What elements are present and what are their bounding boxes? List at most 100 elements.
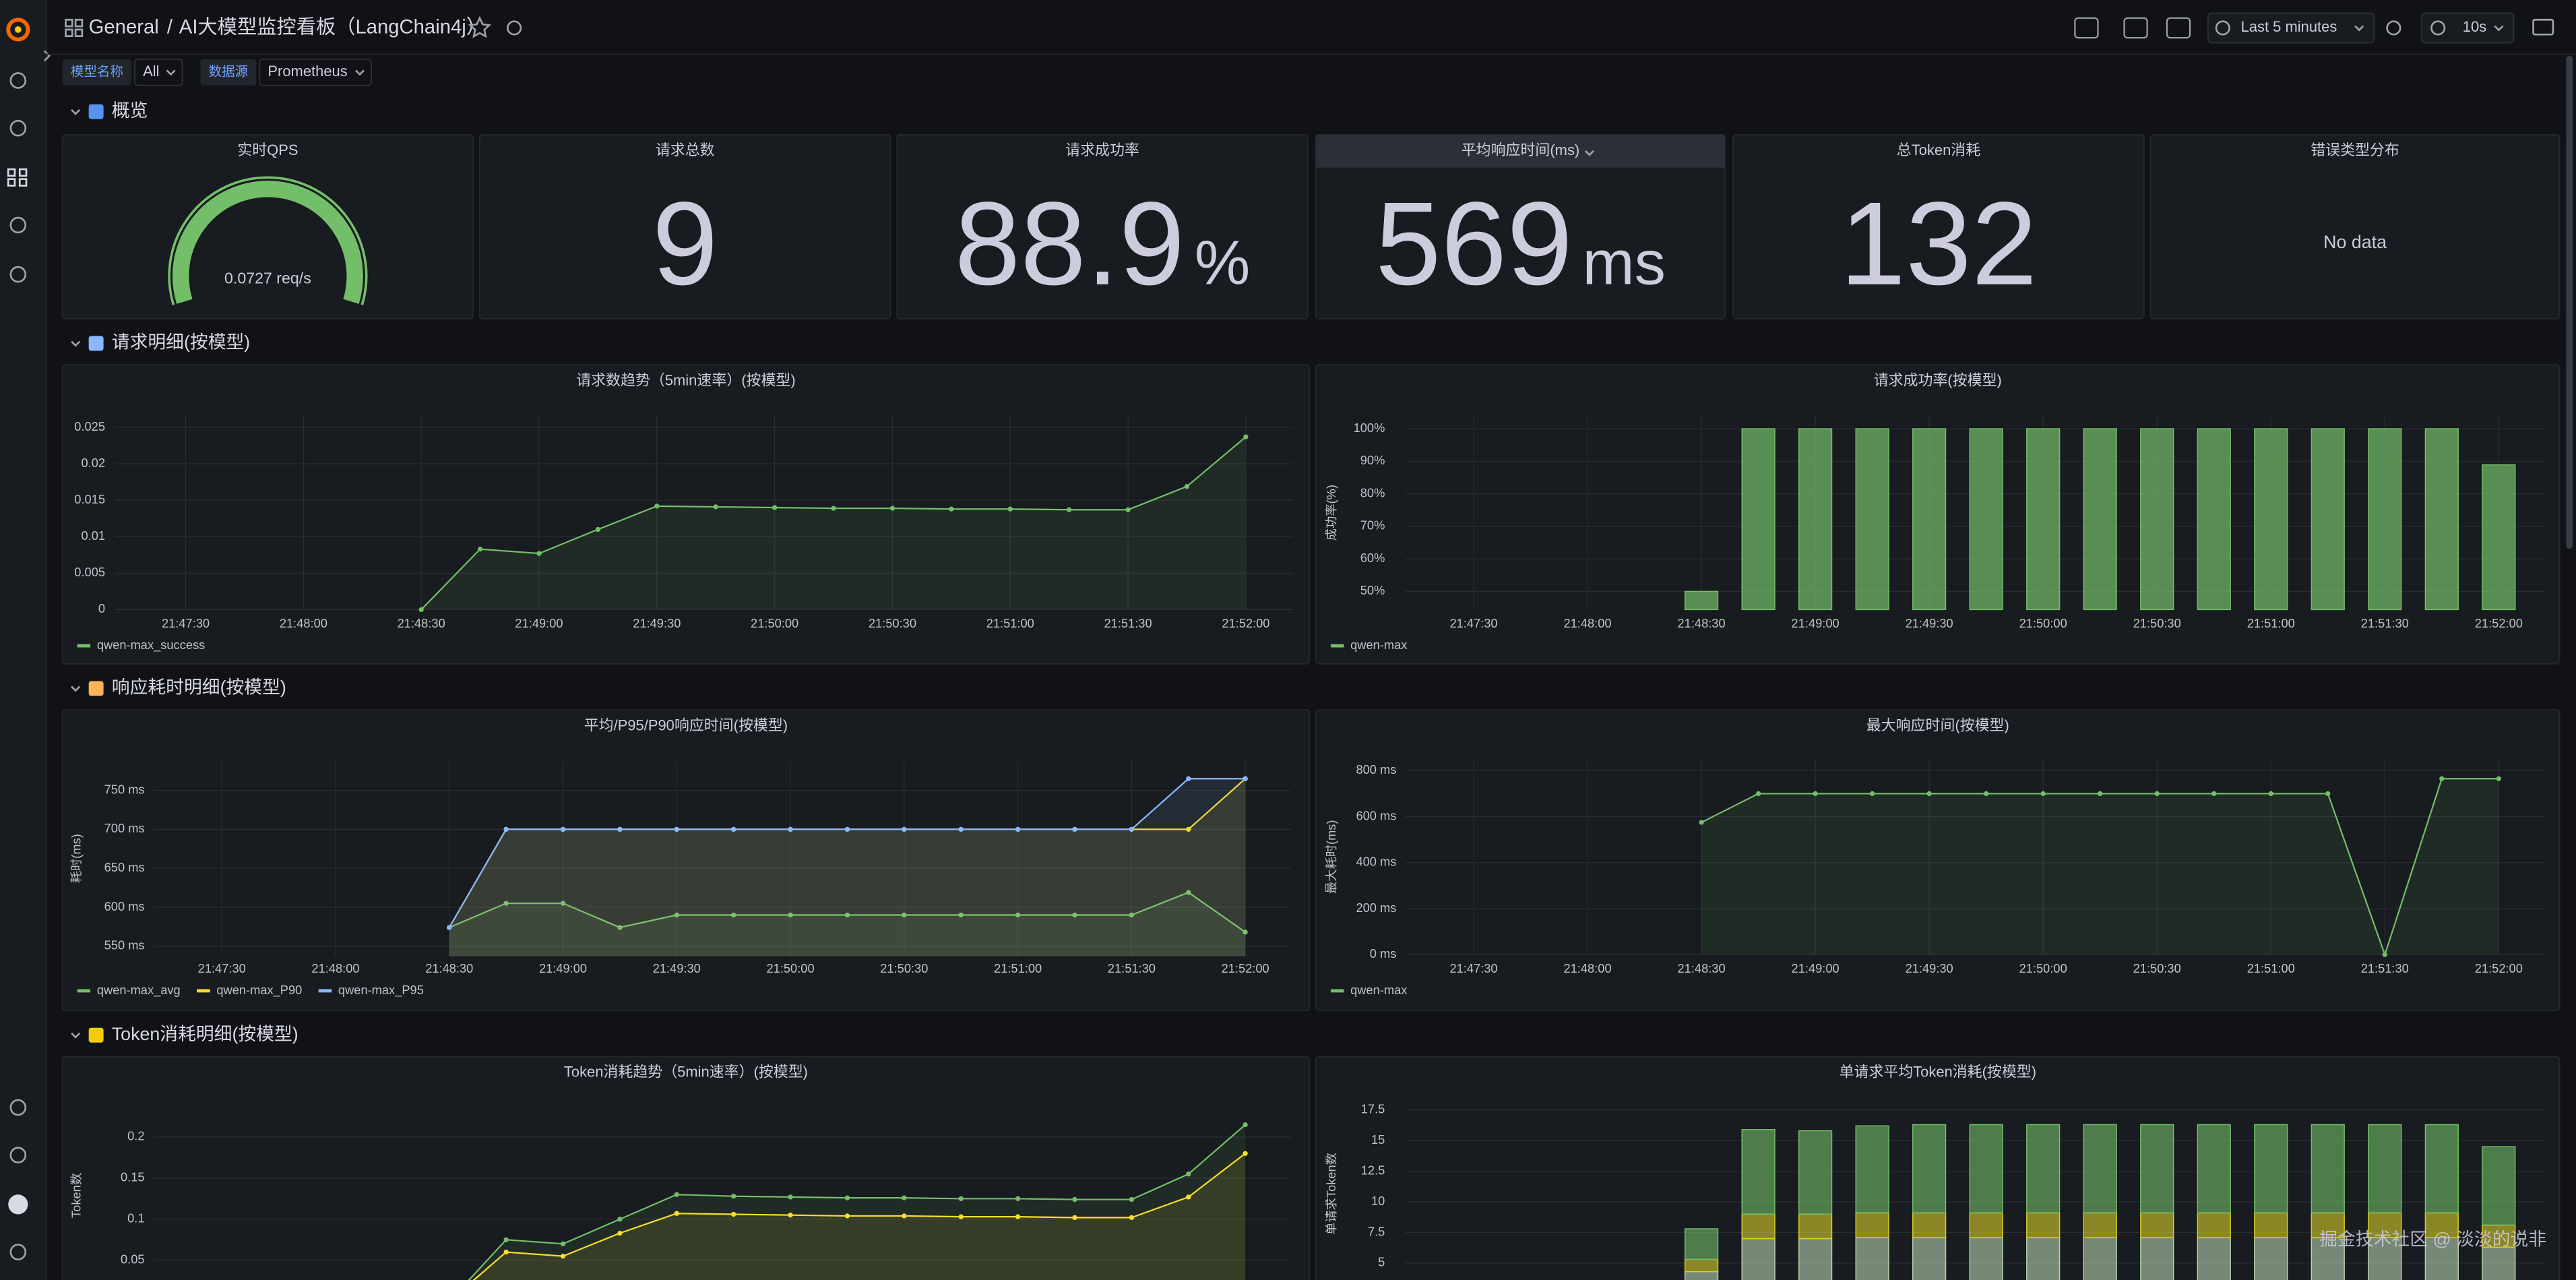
nav-icon[interactable] [9, 72, 27, 89]
data-point [674, 826, 679, 832]
y-tick-label: 600 ms [1356, 808, 1397, 822]
data-point [1129, 1215, 1135, 1221]
series-area [474, 1153, 1246, 1280]
nav-icon[interactable] [9, 1099, 27, 1116]
data-point [902, 1213, 907, 1219]
bar-segment [2254, 1237, 2288, 1280]
data-point [595, 526, 601, 532]
data-point [788, 1194, 793, 1200]
legend-label[interactable]: qwen-max [1350, 638, 1407, 652]
x-tick-label: 21:49:30 [1906, 616, 1953, 630]
stat-value: 569 ms [1375, 178, 1666, 310]
legend-label[interactable]: qwen-max [1350, 983, 1407, 997]
row-title[interactable]: 请求明细(按模型) [112, 332, 250, 353]
refresh-picker[interactable] [2420, 12, 2515, 44]
toolbar-button[interactable] [2074, 17, 2099, 39]
bar-segment [2368, 1212, 2402, 1238]
x-tick-label: 21:52:00 [2475, 961, 2523, 975]
expand-menu[interactable] [43, 50, 51, 62]
variable-select[interactable] [133, 58, 183, 86]
series-area [469, 1124, 1246, 1280]
nav-icon[interactable] [9, 1147, 27, 1164]
data-point [1984, 791, 1989, 797]
user-avatar[interactable] [8, 1194, 28, 1215]
bar-segment [2026, 1124, 2061, 1214]
row-title[interactable]: 概览 [112, 100, 148, 121]
data-point [2098, 791, 2103, 797]
panel-title: 单请求平均Token消耗(按模型) [1840, 1064, 2037, 1080]
y-axis-label: 单请求Token数 [1324, 1153, 1338, 1235]
x-tick-label: 21:48:00 [311, 961, 359, 975]
grafana-logo[interactable] [6, 18, 30, 42]
bar-segment [2311, 1124, 2345, 1214]
bar-segment [1855, 1237, 1889, 1280]
data-point [674, 1211, 679, 1216]
variable-label: 数据源 [209, 64, 249, 79]
tv-mode[interactable] [2532, 18, 2554, 36]
breadcrumb-folder[interactable]: General [89, 16, 159, 38]
legend-label[interactable]: qwen-max_P95 [338, 983, 424, 998]
bar [2083, 428, 2117, 611]
stat-unit: ms [1582, 228, 1665, 298]
data-point [731, 826, 736, 832]
data-point [1184, 483, 1190, 489]
data-point [1813, 791, 1818, 797]
row-title[interactable]: Token消耗明细(按模型) [112, 1024, 299, 1044]
panel-title: 平均/P95/P90响应时间(按模型) [584, 717, 788, 733]
bar-segment [1684, 1228, 1719, 1260]
y-tick-label: 750 ms [104, 782, 145, 796]
stat-number: 569 [1375, 178, 1573, 310]
legend-label[interactable]: qwen-max_P90 [216, 983, 302, 998]
legend-label[interactable]: qwen-max_avg [97, 983, 181, 998]
grafana-logo-core [14, 26, 22, 33]
bar-segment [2482, 1224, 2516, 1248]
x-tick-label: 21:51:30 [1104, 616, 1152, 630]
stat-value: 88.9% [955, 178, 1251, 310]
bar-segment [2311, 1237, 2345, 1280]
bar-segment [1969, 1237, 2003, 1280]
time-picker[interactable] [2207, 12, 2375, 44]
zoom-out[interactable] [2386, 20, 2401, 36]
bar-segment [1741, 1213, 1776, 1240]
data-point [788, 1213, 793, 1218]
panel [61, 709, 1311, 1012]
data-point [731, 1194, 736, 1199]
row-title[interactable]: 响应耗时明细(按模型) [112, 677, 286, 697]
bar-segment [1912, 1237, 1947, 1280]
bar-segment [2311, 1212, 2345, 1238]
refresh-interval: 10s [2463, 18, 2486, 35]
nav-icon[interactable] [9, 266, 27, 283]
nav-icon[interactable] [9, 216, 27, 234]
variable-select[interactable] [259, 58, 372, 86]
bar-segment [2482, 1246, 2516, 1280]
data-point [731, 912, 736, 918]
toolbar-button[interactable] [2166, 17, 2191, 39]
nav-icon[interactable] [7, 168, 28, 187]
x-tick-label: 21:51:00 [994, 961, 1042, 975]
star-button[interactable] [468, 16, 492, 38]
gauge-value: 0.0727 req/s [224, 270, 311, 287]
data-point [958, 1196, 964, 1201]
panel [61, 133, 474, 319]
data-point [1125, 507, 1131, 512]
series-area [449, 892, 1246, 956]
panel [478, 133, 891, 319]
legend-label[interactable]: qwen-max_success [97, 638, 205, 652]
bar [2311, 428, 2345, 611]
y-tick-label: 60% [1360, 551, 1385, 565]
bar-segment [1912, 1124, 1947, 1214]
bar-segment [2083, 1212, 2117, 1238]
y-tick-label: 650 ms [104, 860, 145, 874]
share-button[interactable] [507, 20, 522, 36]
toolbar-button[interactable] [2123, 17, 2148, 39]
nav-icon[interactable] [9, 119, 27, 137]
bar-segment [2140, 1237, 2174, 1280]
x-tick-label: 21:49:00 [1792, 961, 1840, 975]
x-tick-label: 21:48:00 [280, 616, 327, 630]
y-tick-label: 800 ms [1356, 762, 1397, 776]
nav-icon[interactable] [9, 1244, 27, 1260]
panel-title: 平均响应时间(ms) [1462, 142, 1579, 158]
row-collapse [71, 685, 81, 692]
variable-label: 模型名称 [71, 64, 123, 79]
data-point [2154, 791, 2160, 797]
